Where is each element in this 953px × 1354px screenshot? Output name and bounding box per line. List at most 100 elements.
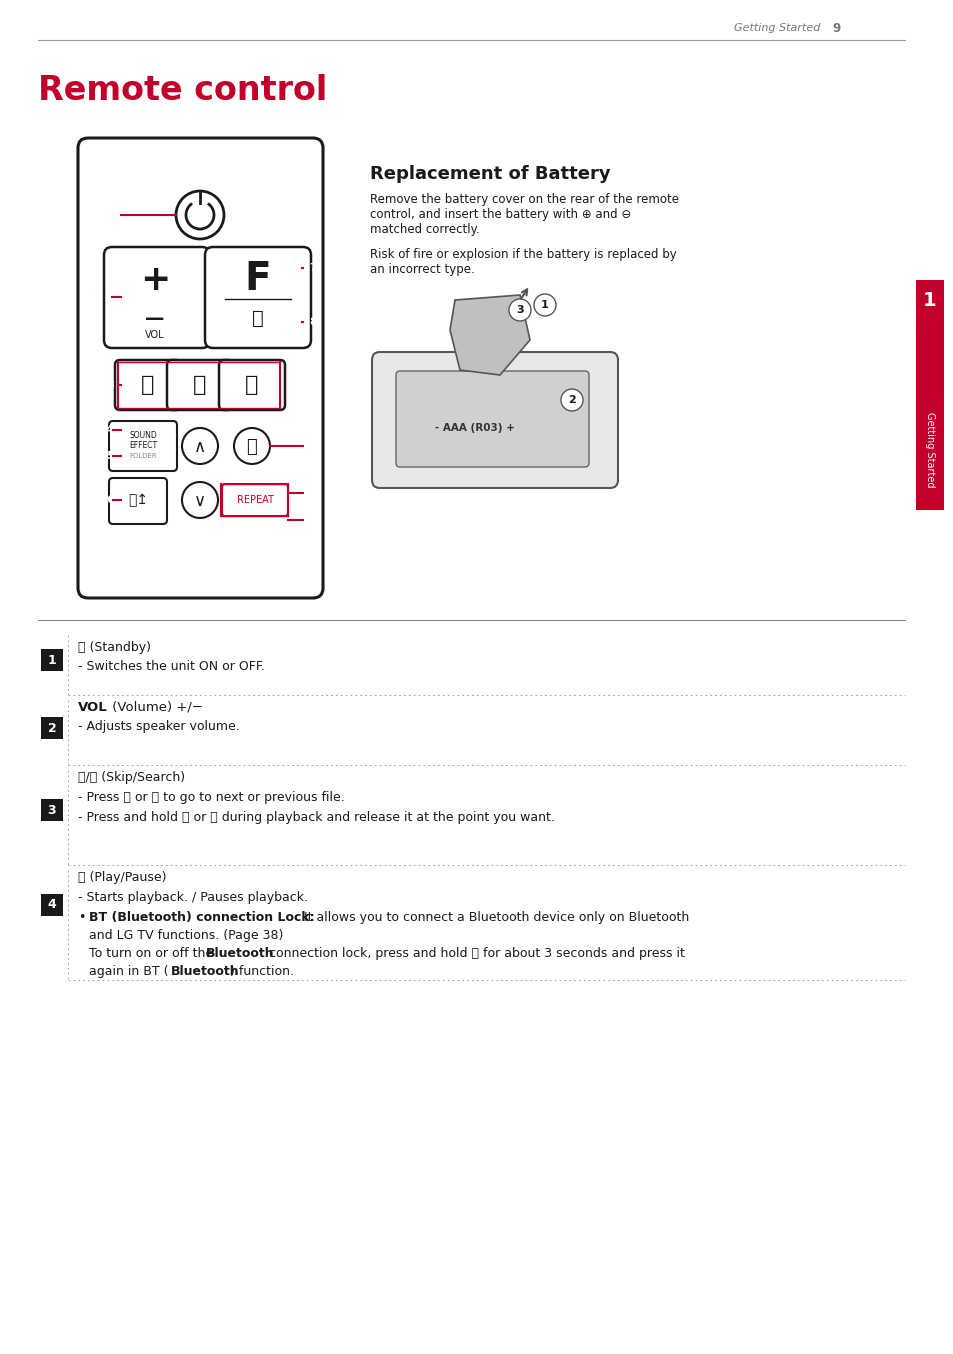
Text: - Starts playback. / Pauses playback.: - Starts playback. / Pauses playback. [78, 891, 308, 904]
Text: 10: 10 [305, 487, 320, 498]
Text: It allows you to connect a Bluetooth device only on Bluetooth: It allows you to connect a Bluetooth dev… [299, 911, 688, 923]
Text: 1: 1 [106, 210, 113, 219]
Text: ⏯: ⏯ [193, 375, 207, 395]
Text: 1: 1 [923, 291, 936, 310]
Text: REPEAT: REPEAT [236, 496, 274, 505]
Text: Risk of fire or explosion if the battery is replaced by: Risk of fire or explosion if the battery… [370, 248, 676, 261]
Text: ) function.: ) function. [230, 965, 294, 978]
Text: Getting Started: Getting Started [924, 412, 934, 487]
FancyBboxPatch shape [109, 421, 177, 471]
Text: 4: 4 [106, 425, 114, 435]
Text: ⓘ: ⓘ [247, 437, 257, 456]
Text: 7: 7 [309, 263, 316, 274]
FancyBboxPatch shape [100, 287, 120, 307]
Text: an incorrect type.: an incorrect type. [370, 263, 475, 276]
Text: BT (Bluetooth) connection Lock:: BT (Bluetooth) connection Lock: [89, 911, 314, 923]
Text: ⏻ (Standby): ⏻ (Standby) [78, 640, 151, 654]
Text: - Press ⏮ or ⏭ to go to next or previous file.: - Press ⏮ or ⏭ to go to next or previous… [78, 791, 344, 804]
Text: - Adjusts speaker volume.: - Adjusts speaker volume. [78, 720, 239, 733]
FancyBboxPatch shape [100, 445, 120, 466]
Text: again in BT (: again in BT ( [89, 965, 169, 978]
Text: 9: 9 [309, 441, 316, 451]
Text: 1: 1 [540, 301, 548, 310]
FancyBboxPatch shape [100, 204, 120, 225]
Circle shape [233, 428, 270, 464]
Text: ∨: ∨ [193, 492, 206, 510]
Text: control, and insert the battery with ⊕ and ⊖: control, and insert the battery with ⊕ a… [370, 209, 631, 221]
Text: Bluetooth: Bluetooth [171, 965, 239, 978]
Text: To turn on or off the: To turn on or off the [89, 946, 217, 960]
Text: •: • [78, 911, 85, 923]
Text: 1: 1 [48, 654, 56, 666]
Text: - Press and hold ⏮ or ⏭ during playback and release it at the point you want.: - Press and hold ⏮ or ⏭ during playback … [78, 811, 555, 825]
FancyBboxPatch shape [219, 360, 285, 410]
FancyBboxPatch shape [304, 483, 322, 502]
Text: Remote control: Remote control [38, 73, 327, 107]
Text: VOL: VOL [145, 330, 165, 340]
Text: Replacement of Battery: Replacement of Battery [370, 165, 610, 183]
Text: 3: 3 [48, 803, 56, 816]
Circle shape [175, 191, 224, 240]
FancyBboxPatch shape [41, 718, 63, 739]
Text: ⏯ (Play/Pause): ⏯ (Play/Pause) [78, 871, 167, 884]
FancyBboxPatch shape [100, 490, 120, 510]
Circle shape [182, 428, 218, 464]
Text: +: + [140, 263, 170, 297]
Text: VOL: VOL [78, 701, 108, 714]
Text: ⏭: ⏭ [245, 375, 258, 395]
Text: 2: 2 [568, 395, 576, 405]
Text: Remove the battery cover on the rear of the remote: Remove the battery cover on the rear of … [370, 194, 679, 206]
Text: Getting Started: Getting Started [733, 23, 820, 32]
FancyBboxPatch shape [303, 313, 322, 332]
Text: matched correctly.: matched correctly. [370, 223, 479, 236]
Circle shape [560, 389, 582, 412]
Text: connection lock, press and hold ⏯ for about 3 seconds and press it: connection lock, press and hold ⏯ for ab… [265, 946, 684, 960]
FancyBboxPatch shape [100, 420, 120, 440]
Text: 2: 2 [48, 722, 56, 734]
FancyBboxPatch shape [915, 280, 943, 510]
Text: and LG TV functions. (Page 38): and LG TV functions. (Page 38) [89, 929, 283, 942]
FancyBboxPatch shape [115, 360, 181, 410]
FancyBboxPatch shape [41, 799, 63, 821]
Text: ⏮: ⏮ [141, 375, 154, 395]
Text: 4: 4 [48, 899, 56, 911]
Text: 11: 11 [305, 515, 320, 525]
FancyBboxPatch shape [109, 478, 167, 524]
FancyBboxPatch shape [395, 371, 588, 467]
Text: —: — [145, 309, 165, 328]
Text: - Switches the unit ON or OFF.: - Switches the unit ON or OFF. [78, 659, 265, 673]
Text: 6: 6 [106, 496, 114, 505]
FancyBboxPatch shape [100, 375, 120, 395]
FancyBboxPatch shape [304, 510, 322, 529]
Text: F: F [244, 260, 271, 298]
Text: ⏮/⏭ (Skip/Search): ⏮/⏭ (Skip/Search) [78, 770, 185, 784]
Text: 3: 3 [106, 380, 113, 390]
FancyBboxPatch shape [303, 259, 322, 278]
Text: 3: 3 [516, 305, 523, 315]
Text: (Volume) +/−: (Volume) +/− [108, 701, 203, 714]
FancyBboxPatch shape [78, 138, 323, 598]
FancyBboxPatch shape [303, 436, 322, 456]
FancyBboxPatch shape [167, 360, 233, 410]
Text: EFFECT: EFFECT [129, 440, 157, 450]
Text: ∧: ∧ [193, 437, 206, 456]
Text: 2: 2 [106, 292, 113, 302]
Circle shape [509, 299, 531, 321]
Text: - AAA (R03) +: - AAA (R03) + [435, 422, 515, 433]
FancyBboxPatch shape [372, 352, 618, 487]
Text: 5: 5 [106, 451, 113, 460]
Polygon shape [450, 295, 530, 375]
FancyBboxPatch shape [41, 649, 63, 670]
FancyBboxPatch shape [104, 246, 210, 348]
Circle shape [534, 294, 556, 315]
Circle shape [182, 482, 218, 519]
Text: SOUND: SOUND [129, 432, 156, 440]
Text: 🔇: 🔇 [252, 309, 264, 328]
Text: Bluetooth: Bluetooth [206, 946, 274, 960]
Text: 🔈↥: 🔈↥ [128, 493, 148, 506]
Text: 8: 8 [309, 317, 316, 328]
Text: FOLDER: FOLDER [129, 454, 156, 459]
FancyBboxPatch shape [205, 246, 311, 348]
FancyBboxPatch shape [41, 894, 63, 915]
Text: 9: 9 [831, 22, 840, 34]
